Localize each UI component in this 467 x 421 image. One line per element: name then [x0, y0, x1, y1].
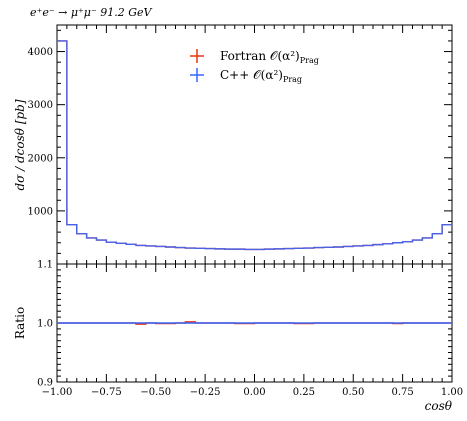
x-tick-label: −1.00 — [42, 387, 73, 398]
main-y-axis-label: dσ / dcosθ [pb] — [13, 99, 27, 190]
main-y-tick-label: 2000 — [28, 153, 53, 164]
ratio-panel: 0.9 1.0 1.1 −1.00 −0.75 −0.50 −0.25 0.00 0.25 0.5… — [13, 260, 463, 414]
main-series-group — [57, 40, 452, 251]
main-series-line-cpp — [57, 40, 452, 251]
main-y-tick-label: 3000 — [28, 100, 53, 111]
main-axis-ticks: 1000 2000 3000 4000 — [28, 25, 453, 265]
legend: Fortran 𝒪(α²)Prag C++ 𝒪(α²)Prag — [190, 49, 319, 84]
ratio-y-axis-label: Ratio — [13, 307, 27, 339]
legend-label-0: Fortran 𝒪(α²)Prag — [220, 49, 319, 65]
chart-title: e⁺e⁻ → μ⁺μ⁻ 91.2 GeV — [30, 6, 153, 19]
ratio-y-tick-label: 1.1 — [37, 260, 53, 271]
x-tick-label: −0.50 — [140, 387, 171, 398]
legend-label-1: C++ 𝒪(α²)Prag — [220, 68, 302, 84]
x-tick-label: 0.00 — [243, 387, 265, 398]
x-tick-label: −0.25 — [190, 387, 221, 398]
x-axis-label: cosθ — [425, 399, 453, 413]
ratio-axis-ticks: 0.9 1.0 1.1 −1.00 −0.75 −0.50 −0.25 0.00 0.25 0.5… — [37, 260, 463, 399]
x-tick-label: 0.75 — [391, 387, 413, 398]
ratio-y-tick-label: 0.9 — [37, 378, 53, 389]
main-y-tick-label: 1000 — [28, 206, 53, 217]
ratio-y-tick-label: 1.0 — [37, 319, 53, 330]
ratio-series-group — [57, 321, 452, 325]
x-tick-label: 0.50 — [342, 387, 364, 398]
x-tick-label: 0.25 — [293, 387, 315, 398]
legend-label-subscript: Prag — [300, 56, 319, 65]
main-y-tick-label: 4000 — [28, 47, 53, 58]
x-tick-label: 1.00 — [441, 387, 463, 398]
x-tick-label: −0.75 — [91, 387, 122, 398]
legend-label-subscript: Prag — [283, 75, 302, 84]
main-panel: 1000 2000 3000 4000 dσ / dcosθ [pb] — [13, 24, 453, 265]
